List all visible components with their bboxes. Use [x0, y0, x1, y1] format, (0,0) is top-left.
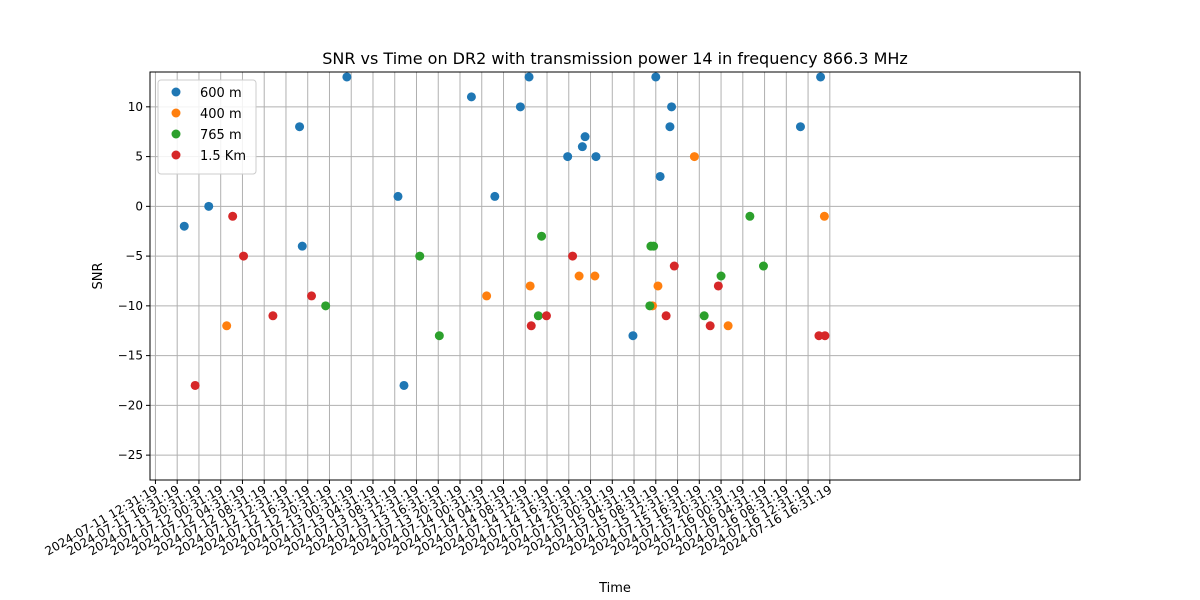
data-point	[222, 321, 232, 331]
data-point	[204, 201, 214, 211]
data-point	[537, 231, 547, 241]
data-point	[713, 281, 723, 291]
series-0	[179, 72, 826, 390]
data-point	[705, 321, 715, 331]
data-point	[321, 301, 331, 311]
y-tick-label: 10	[128, 100, 143, 114]
data-point	[342, 72, 352, 82]
data-point	[669, 261, 679, 271]
data-point	[268, 311, 278, 321]
data-point	[307, 291, 317, 301]
data-point	[574, 271, 584, 281]
data-point	[816, 72, 826, 82]
data-point	[665, 122, 675, 132]
data-point	[190, 380, 200, 390]
legend-label: 400 m	[200, 107, 242, 122]
data-point	[716, 271, 726, 281]
legend-label: 1.5 Km	[200, 149, 246, 164]
series-2	[321, 211, 768, 341]
data-point	[466, 92, 476, 102]
data-point	[515, 102, 525, 112]
data-point	[434, 331, 444, 341]
legend-label: 765 m	[200, 128, 242, 143]
y-tick-label: −20	[118, 398, 143, 412]
y-tick-label: −25	[118, 448, 143, 462]
legend-marker	[171, 87, 181, 97]
data-point	[795, 122, 805, 132]
y-tick-label: −5	[125, 249, 143, 263]
data-point	[661, 311, 671, 321]
data-point	[577, 142, 587, 152]
data-point	[819, 211, 829, 221]
data-points	[179, 72, 830, 390]
legend-marker	[171, 129, 181, 139]
legend-marker	[171, 150, 181, 160]
data-point	[524, 72, 534, 82]
y-axis-label: SNR	[91, 262, 106, 289]
data-point	[590, 271, 600, 281]
data-point	[689, 152, 699, 162]
y-tick-label: 5	[135, 150, 143, 164]
data-point	[415, 251, 425, 261]
data-point	[667, 102, 677, 112]
data-point	[482, 291, 492, 301]
data-point	[399, 380, 409, 390]
data-point	[651, 72, 661, 82]
data-point	[295, 122, 305, 132]
legend-label: 600 m	[200, 86, 242, 101]
series-3	[190, 211, 830, 390]
data-point	[525, 281, 535, 291]
data-point	[490, 191, 500, 201]
chart-title: SNR vs Time on DR2 with transmission pow…	[322, 49, 908, 68]
y-tick-label: 0	[135, 199, 143, 213]
plot-frame	[149, 71, 1081, 481]
data-point	[745, 211, 755, 221]
plot-area	[150, 72, 1080, 480]
data-point	[699, 311, 709, 321]
data-point	[568, 251, 578, 261]
data-point	[591, 152, 601, 162]
x-axis-label: Time	[598, 581, 631, 596]
data-point	[239, 251, 249, 261]
data-point	[580, 132, 590, 142]
data-point	[179, 221, 189, 231]
legend: 600 m 400 m 765 m 1.5 Km	[157, 79, 257, 175]
data-point	[758, 261, 768, 271]
legend-marker	[171, 108, 181, 118]
data-point	[393, 191, 403, 201]
data-point	[563, 152, 573, 162]
data-point	[655, 171, 665, 181]
y-tick-label: −10	[118, 299, 143, 313]
data-point	[526, 321, 536, 331]
data-point	[541, 311, 551, 321]
data-point	[297, 241, 307, 251]
y-axis-ticks: 10 5 0 −5 −10 −15 −20 −25	[118, 100, 150, 462]
data-point	[653, 281, 663, 291]
legend-box	[157, 79, 257, 175]
data-point	[645, 301, 655, 311]
data-point	[533, 311, 543, 321]
y-tick-label: −15	[118, 349, 143, 363]
data-point	[228, 211, 238, 221]
data-point	[649, 241, 659, 251]
data-point	[820, 331, 830, 341]
data-point	[628, 331, 638, 341]
data-point	[723, 321, 733, 331]
